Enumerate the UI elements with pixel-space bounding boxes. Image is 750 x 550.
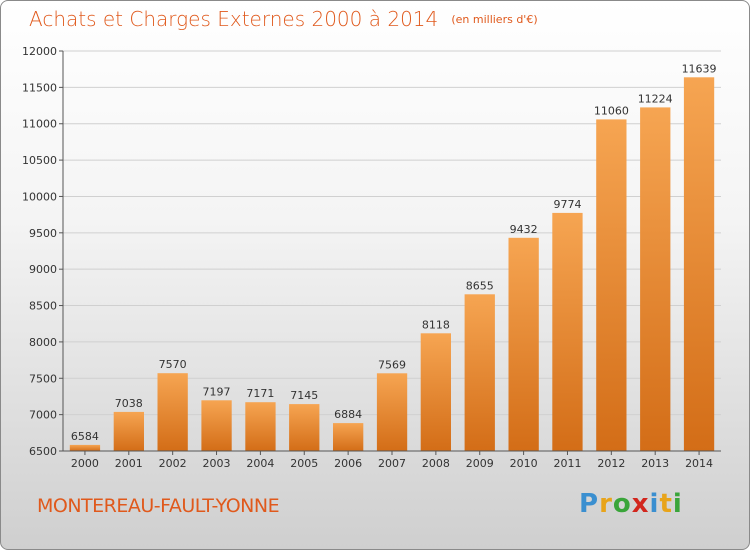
value-label-2003: 7197 [203,385,231,398]
value-label-2005: 7145 [290,389,318,402]
chart-title-block: Achats et Charges Externes 2000 à 2014 (… [29,7,538,31]
y-tick-label: 11500 [22,81,57,94]
x-tick-label-2014: 2014 [685,457,713,470]
x-tick-label-2000: 2000 [71,457,99,470]
x-tick-label-2010: 2010 [510,457,538,470]
bar-2000 [69,444,101,451]
proxiti-logo: Proxiti [579,489,683,519]
x-tick-label-2013: 2013 [641,457,669,470]
y-tick-label: 6500 [29,445,57,458]
logo-letter: x [631,489,650,519]
y-tick-label: 10500 [22,154,57,167]
y-tick-label: 7000 [29,409,57,422]
value-label-2000: 6584 [71,430,99,443]
x-tick-label-2011: 2011 [553,457,581,470]
bar-2012 [596,119,627,452]
logo-letter: t [659,489,673,519]
value-label-2011: 9774 [553,198,581,211]
logo-letter: P [579,489,600,519]
bar-2004 [245,402,276,451]
bar-2008 [420,333,451,451]
bar-2005 [289,404,320,451]
logo-letter: r [599,489,613,519]
bar-2003 [201,400,232,451]
value-label-2008: 8118 [422,318,450,331]
logo-letter: i [649,489,660,519]
value-label-2006: 6884 [334,408,362,421]
value-label-2007: 7569 [378,358,406,371]
y-tick-label: 12000 [22,45,57,58]
bar-2011 [552,212,583,451]
chart-title: Achats et Charges Externes 2000 à 2014 [29,7,439,31]
y-tick-label: 8500 [29,300,57,313]
value-label-2001: 7038 [115,397,143,410]
value-label-2009: 8655 [466,279,494,292]
value-label-2002: 7570 [159,358,187,371]
x-tick-label-2008: 2008 [422,457,450,470]
y-tick-label: 9000 [29,263,57,276]
x-tick-label-2002: 2002 [159,457,187,470]
bar-2007 [376,373,408,451]
x-tick-label-2004: 2004 [246,457,274,470]
y-tick-label: 9500 [29,227,57,240]
logo-letter: i [672,489,683,519]
bar-2010 [508,237,539,451]
y-tick-label: 7500 [29,372,57,385]
x-tick-label-2003: 2003 [203,457,231,470]
value-label-2013: 11224 [638,92,673,105]
chart-unit-note: (en milliers d'€) [451,13,538,26]
bar-2002 [157,373,188,451]
y-tick-label: 10000 [22,190,57,203]
bar-2009 [464,294,495,451]
bar-2013 [640,107,671,452]
y-tick-label: 11000 [22,118,57,131]
x-tick-label-2009: 2009 [466,457,494,470]
x-tick-label-2012: 2012 [597,457,625,470]
x-tick-label-2001: 2001 [115,457,143,470]
value-label-2010: 9432 [510,223,538,236]
logo-letter: o [612,489,632,519]
x-tick-label-2007: 2007 [378,457,406,470]
bar-2001 [113,411,144,451]
y-tick-label: 8000 [29,336,57,349]
x-tick-label-2006: 2006 [334,457,362,470]
city-name: MONTEREAU-FAULT-YONNE [37,495,280,517]
value-label-2014: 11639 [682,62,717,75]
value-label-2004: 7171 [246,387,274,400]
bar-2014 [683,77,715,452]
axes: 6500 7000 7500 8000 8500 9000 9500 10000 10500 11… [22,45,721,470]
bar-2006 [333,423,364,451]
value-labels: 6584 7038 7570 7197 7171 7145 6884 7569 8118 8655… [71,62,717,443]
value-label-2012: 11060 [594,104,629,117]
x-tick-label-2005: 2005 [290,457,318,470]
bars [69,77,715,452]
